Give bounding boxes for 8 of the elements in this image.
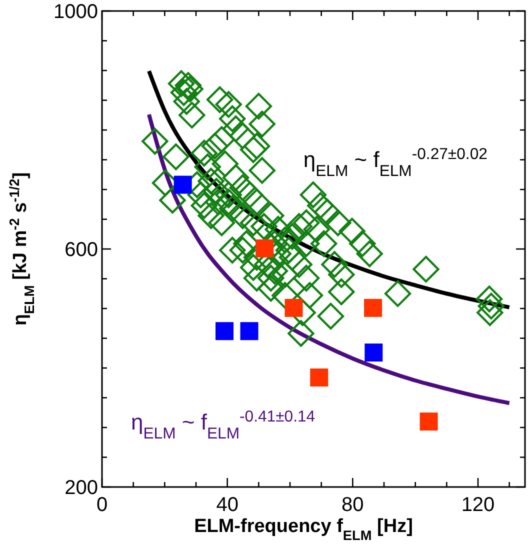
x-tick-label: 120: [461, 494, 495, 516]
y-tick-label: 200: [64, 477, 98, 499]
y-tick-label: 1000: [54, 1, 98, 23]
x-tick-label: 0: [96, 494, 108, 516]
x-axis-title: ELM-frequency f$_{ELM}$ [Hz]: [194, 516, 413, 542]
y-tick-label: 600: [64, 239, 98, 261]
x-tick-label: 80: [342, 494, 364, 516]
x-tick-label: 40: [216, 494, 238, 516]
